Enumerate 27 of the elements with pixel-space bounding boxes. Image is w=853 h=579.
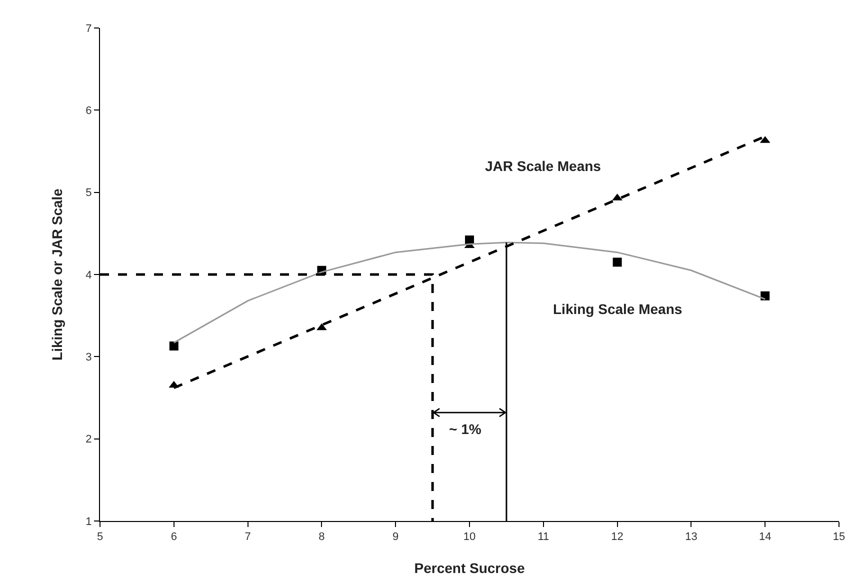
x-tick-label: 13 [685,531,698,544]
y-tick-label: 4 [86,269,92,282]
annotation: Liking Scale Means [553,301,682,317]
x-tick-label: 6 [170,531,177,544]
x-tick-label: 9 [392,531,399,544]
x-tick-label: 14 [758,531,772,544]
point [316,323,327,330]
point [612,258,622,267]
point [760,291,770,300]
x-tick-label: 8 [318,531,325,544]
x-tick-label: 11 [538,531,550,544]
y-axis-title: Liking Scale or JAR Scale [49,188,65,360]
annotation: ~ 1% [449,421,482,437]
point [169,341,178,350]
y-tick-label: 7 [86,22,92,35]
x-tick-label: 15 [832,531,846,544]
x-tick-label: 10 [463,531,476,544]
x-tick-label: 5 [96,531,104,544]
annotation: JAR Scale Means [485,158,602,174]
y-tick-label: 5 [86,187,92,200]
y-tick-label: 3 [86,352,92,364]
y-tick-label: 2 [86,434,92,446]
x-tick-label: 7 [244,531,251,544]
y-tick-label: 1 [86,516,92,528]
x-axis-title: Percent Sucrose [414,560,525,576]
x-tick-label: 12 [611,531,624,544]
y-tick-label: 6 [86,105,92,118]
